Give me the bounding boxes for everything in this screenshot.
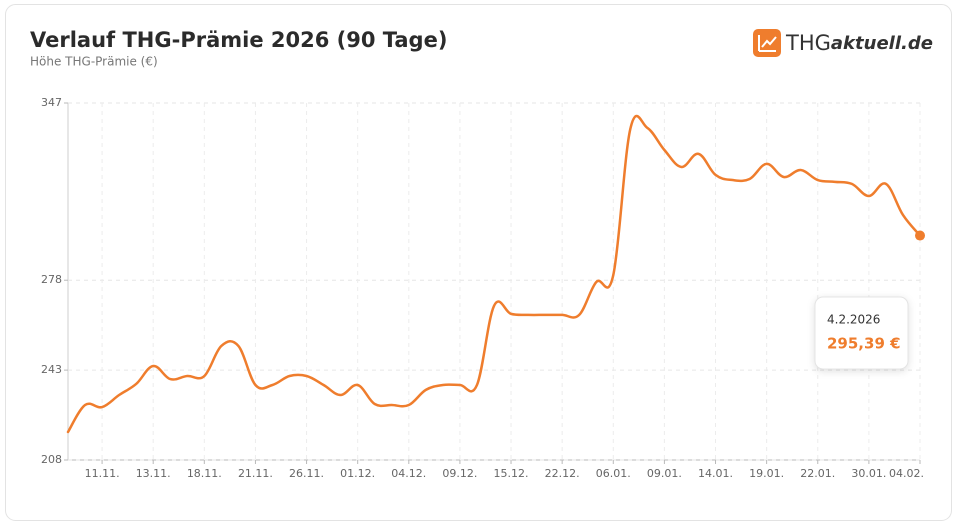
x-tick-label: 01.12. — [340, 467, 375, 480]
x-tick-label: 15.12. — [494, 467, 529, 480]
chart-title: Verlauf THG-Prämie 2026 (90 Tage) — [30, 28, 447, 52]
x-tick-label: 09.12. — [442, 467, 477, 480]
logo-icon — [753, 29, 781, 57]
tooltip-title: 4.2.2026 — [827, 313, 880, 327]
tooltip-box — [814, 296, 909, 370]
x-tick-label: 19.01. — [749, 467, 784, 480]
line-series — [66, 114, 922, 434]
brand-suffix: aktuell.de — [831, 33, 933, 54]
brand-main: THG — [785, 31, 831, 55]
tooltip-value: 295,39 € — [827, 335, 901, 353]
tooltip: 4.2.2026 295,39 € — [814, 296, 909, 370]
y-tick-label: 208 — [41, 453, 62, 466]
x-tick-label: 13.11. — [136, 467, 171, 480]
x-tick-label: 22.12. — [545, 467, 580, 480]
x-tick-label: 04.12. — [391, 467, 426, 480]
chart-subtitle: Höhe THG-Prämie (€) — [30, 55, 158, 69]
x-tick-label: 21.11. — [238, 467, 273, 480]
last-point — [915, 230, 925, 241]
x-tick-label: 04.02. — [889, 467, 924, 480]
x-tick-label: 11.11. — [85, 467, 120, 480]
x-tick-label: 26.11. — [289, 467, 324, 480]
y-tick-label: 278 — [41, 273, 62, 286]
card-frame — [5, 4, 952, 521]
x-tick-label: 18.11. — [187, 467, 222, 480]
brand-logo: THGaktuell.de — [753, 29, 933, 57]
x-tick-label: 14.01. — [698, 467, 733, 480]
y-tick-label: 347 — [41, 96, 62, 109]
plot-area: 208 243 278 347 11.11. 13.11. 18.11. 21.11. 26.1… — [41, 96, 925, 480]
brand-text: THGaktuell.de — [785, 31, 933, 55]
logo-line — [761, 36, 777, 48]
x-tick-label: 22.01. — [800, 467, 835, 480]
x-tick-label: 09.01. — [647, 467, 682, 480]
y-tick-label: 243 — [41, 363, 62, 376]
x-tick-label: 30.01. — [851, 467, 886, 480]
x-tick-label: 06.01. — [596, 467, 631, 480]
